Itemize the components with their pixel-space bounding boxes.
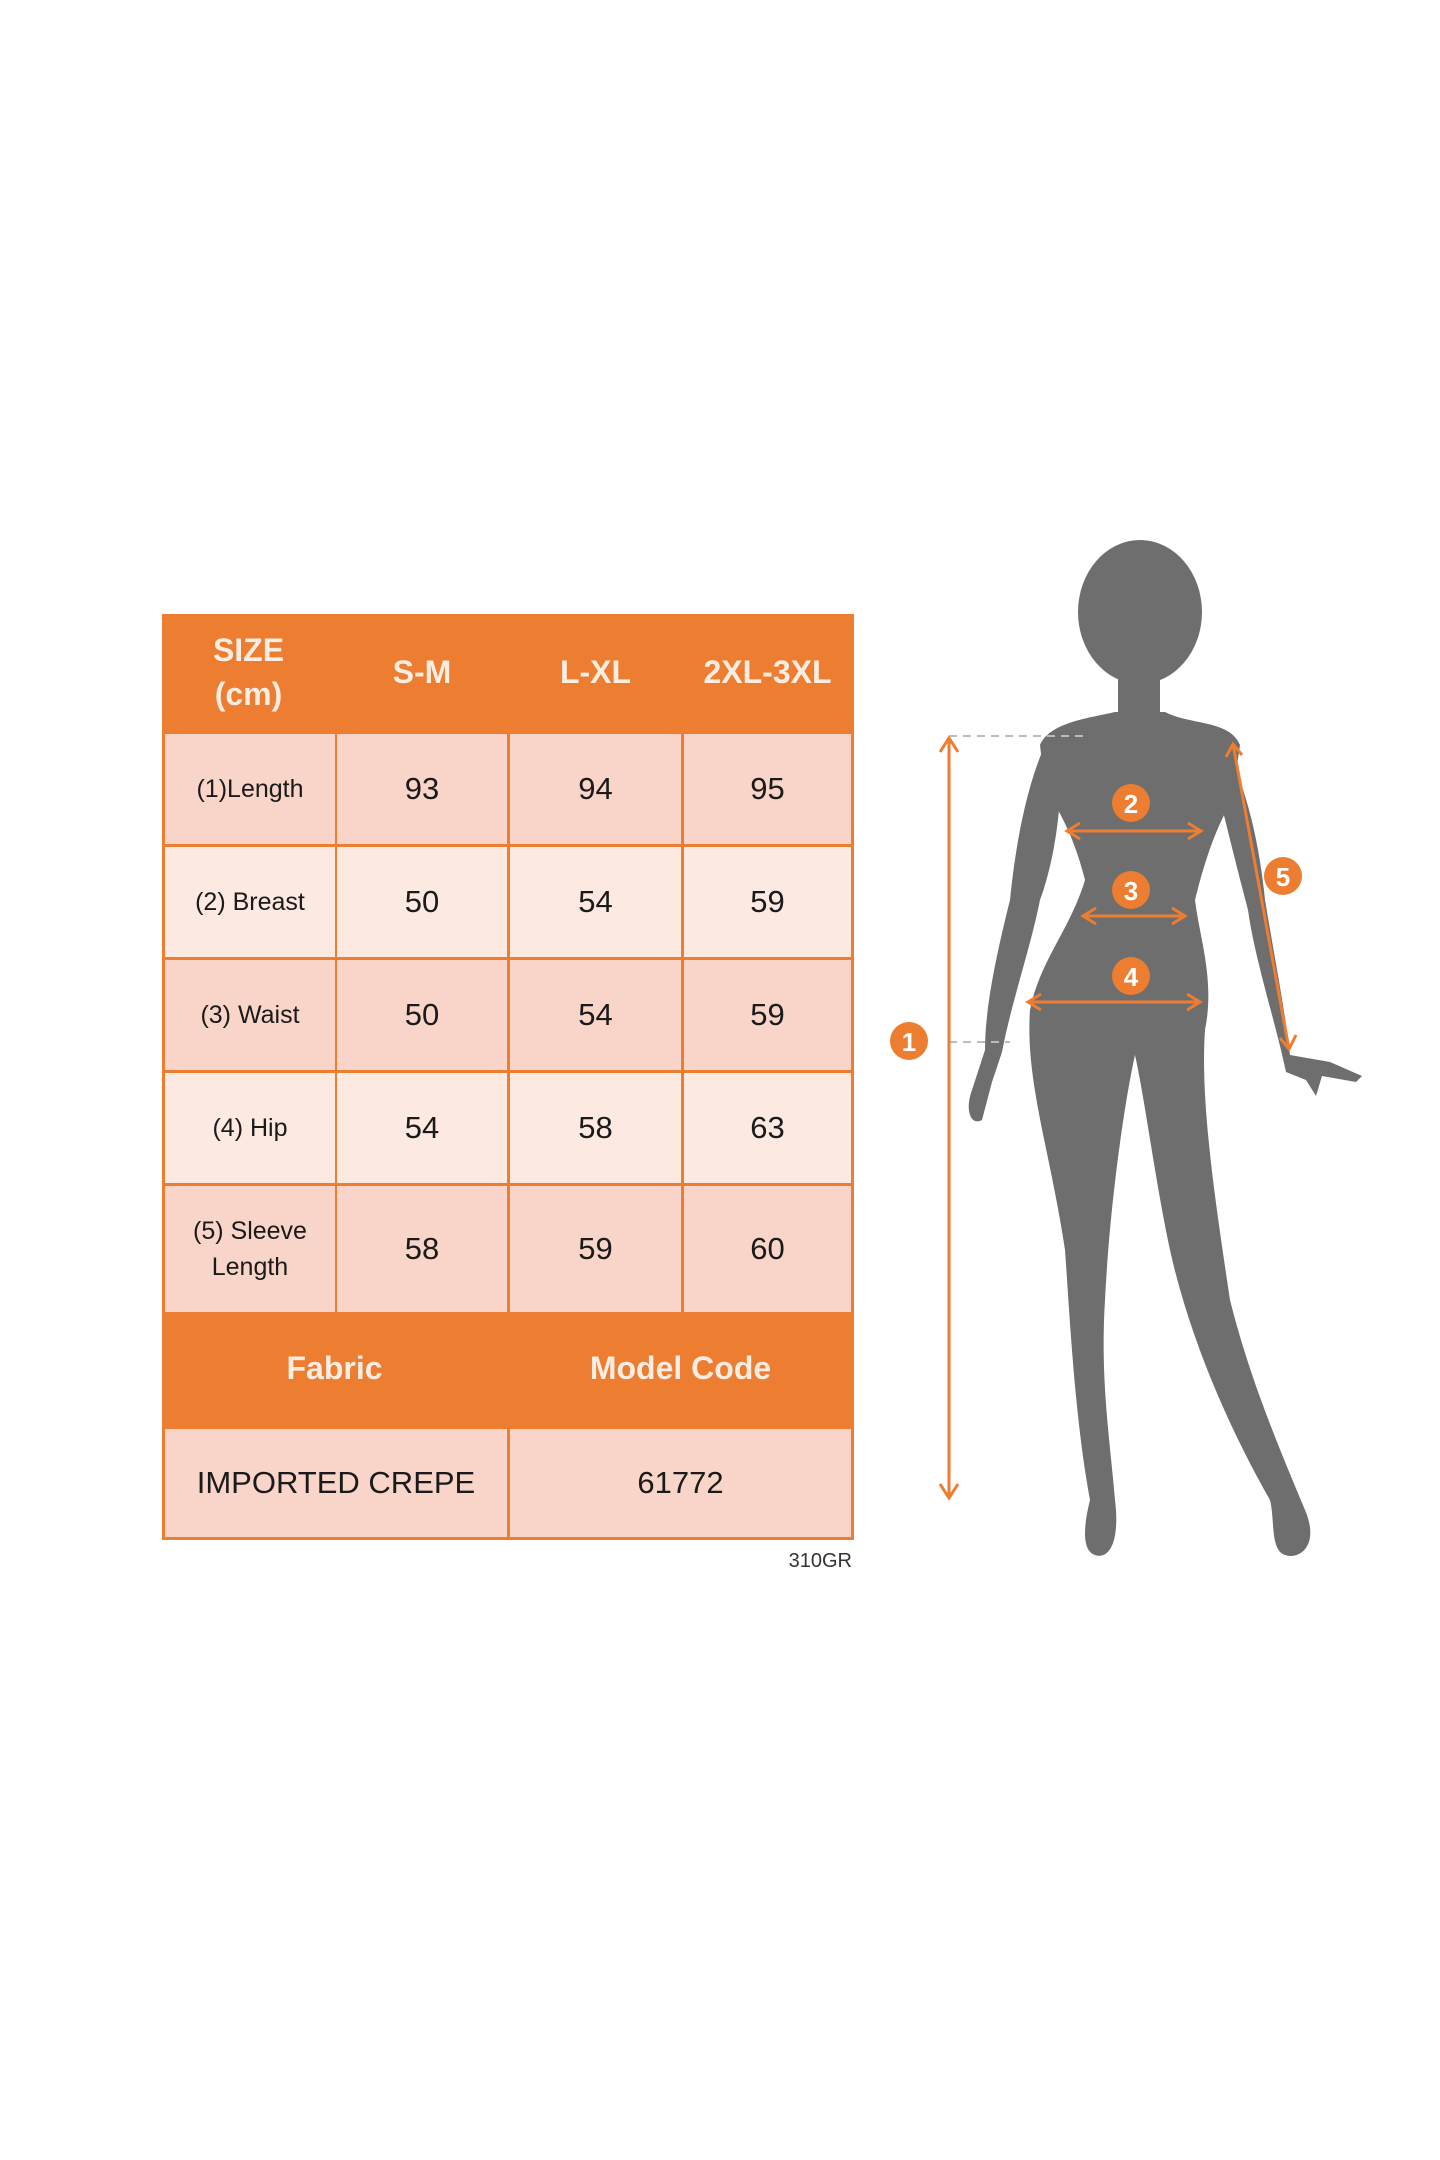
marker-2 (1112, 784, 1150, 822)
header-model-code: Model Code (589, 1350, 772, 1387)
cell-value: 63 (684, 1073, 851, 1183)
silhouette-right-arm (1218, 750, 1362, 1096)
row-label-hip: (4) Hip (165, 1073, 335, 1183)
marker-4-label: 4 (1124, 962, 1139, 992)
arrow-waist (1080, 906, 1188, 926)
code-note: 310GR (788, 1550, 852, 1572)
marker-1 (890, 1022, 928, 1060)
cell-value: 58 (510, 1073, 681, 1183)
size-chart-table: SIZE (cm) S-M L-XL 2XL-3XL (1)Length 93 … (162, 614, 854, 1540)
arrow-length (938, 735, 960, 1501)
header-size: SIZE (cm) (212, 632, 285, 712)
cell-value: 60 (684, 1186, 851, 1312)
silhouette (968, 540, 1362, 1556)
silhouette-left-arm (968, 745, 1060, 1122)
cell-value: 59 (510, 1186, 681, 1312)
row-label-breast: (2) Breast (165, 847, 335, 957)
cell-value: 54 (337, 1073, 507, 1183)
cell-value: 58 (337, 1186, 507, 1312)
cell-value: 54 (510, 847, 681, 957)
silhouette-body (1029, 712, 1311, 1556)
arrow-breast (1064, 821, 1204, 841)
cell-value: 94 (510, 734, 681, 844)
marker-5-label: 5 (1276, 862, 1290, 892)
marker-4 (1112, 957, 1150, 995)
row-label-sleeve-length: (5) Sleeve Length (165, 1186, 335, 1312)
marker-2-label: 2 (1124, 789, 1138, 819)
marker-3 (1112, 871, 1150, 909)
marker-5 (1264, 857, 1302, 895)
cell-value: 50 (337, 847, 507, 957)
cell-value: 54 (510, 960, 681, 1070)
row-label-length: (1)Length (165, 734, 335, 844)
header-2xl-3xl: 2XL-3XL (703, 653, 832, 690)
arrow-sleeve (1224, 741, 1298, 1052)
cell-value: 93 (337, 734, 507, 844)
model-code-value: 61772 (510, 1429, 851, 1537)
header-l-xl: L-XL (559, 653, 632, 690)
fabric-value: IMPORTED CREPE (165, 1429, 507, 1537)
cell-value: 59 (684, 847, 851, 957)
header-fabric: Fabric (286, 1350, 383, 1387)
silhouette-head (1078, 540, 1202, 684)
arrow-hip (1025, 992, 1203, 1012)
marker-1-label: 1 (902, 1027, 916, 1057)
cell-value: 59 (684, 960, 851, 1070)
cell-value: 95 (684, 734, 851, 844)
header-s-m: S-M (392, 653, 452, 690)
marker-3-label: 3 (1124, 876, 1138, 906)
row-label-waist: (3) Waist (165, 960, 335, 1070)
cell-value: 50 (337, 960, 507, 1070)
silhouette-neck (1118, 660, 1160, 720)
